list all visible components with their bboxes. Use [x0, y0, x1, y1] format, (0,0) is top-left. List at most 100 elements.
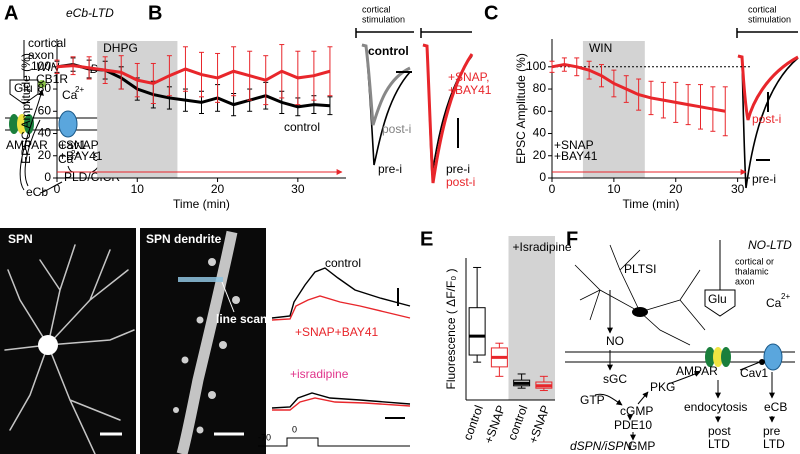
label: +SNAP, — [448, 70, 489, 84]
annotation: +BAY41 — [554, 149, 598, 163]
shape — [637, 391, 649, 405]
label: line scan — [216, 312, 267, 326]
panel-f: F NO-LTD PLTSI cortical or thalamic axon… — [565, 228, 795, 453]
label: thalamic — [735, 266, 769, 276]
annotation: +SNAP — [59, 138, 99, 152]
legend-label: control — [284, 120, 320, 134]
y-axis-title: EPSC Amplitude (%) — [514, 53, 528, 164]
label: post-i — [752, 112, 781, 126]
label: Cav1 — [58, 138, 86, 152]
label: eCb — [26, 185, 48, 199]
label: pre-i — [752, 172, 776, 186]
label: cortical or — [735, 256, 774, 266]
soma — [38, 335, 58, 355]
panel-letter: A — [4, 2, 18, 24]
protocol — [258, 437, 410, 447]
y-tick-label: 20 — [533, 148, 547, 162]
y-tick-label: 40 — [533, 126, 547, 140]
y-tick-label: 0 — [539, 170, 546, 184]
box — [468, 307, 486, 356]
label: PDE10 — [614, 418, 652, 432]
label: axon — [28, 48, 54, 62]
trace — [361, 43, 411, 126]
x-tick-label: 20 — [211, 182, 225, 196]
dendrite — [176, 230, 238, 454]
pointer — [221, 281, 235, 313]
spine — [232, 296, 240, 304]
panel-b: B cortical stimulation control post-i pr… — [148, 2, 492, 189]
stim-bar — [355, 28, 472, 38]
y-tick-label: 80 — [38, 81, 52, 95]
label: control — [368, 44, 409, 58]
y-tick-label: 100 — [31, 59, 51, 73]
label: NO — [606, 334, 624, 348]
cav1 — [58, 110, 78, 138]
inhibit — [759, 359, 765, 365]
y-tick-label: 60 — [533, 103, 547, 117]
label: post — [708, 424, 731, 438]
chart-title: +Isradipine — [513, 240, 572, 254]
panel-title: eCb-LTD — [66, 6, 114, 20]
label: 2+ — [75, 85, 84, 94]
label: Ca — [766, 296, 782, 310]
panel-letter: F — [566, 228, 578, 250]
ampar — [9, 114, 19, 134]
label: +isradipine — [290, 367, 349, 381]
trace — [737, 54, 799, 121]
label: PLTSI — [624, 262, 656, 276]
label: post-i — [382, 122, 411, 136]
micrograph — [0, 228, 136, 454]
panel-c: C cortical stimulation post-i pre-i — [484, 2, 799, 189]
label: +BAY41 — [448, 83, 492, 97]
label: 2+ — [781, 292, 790, 301]
shaded-region — [508, 236, 555, 400]
spines — [173, 258, 240, 434]
y-axis-title: EPSC Amplitude (%) — [19, 53, 33, 164]
neuron — [4, 244, 135, 454]
label: LTD — [763, 437, 785, 451]
label: Ca — [58, 152, 74, 166]
label: SPN dendrite — [146, 232, 222, 246]
label: -70 — [258, 432, 271, 442]
arrows — [594, 290, 775, 441]
shape — [4, 244, 135, 454]
x-tick-label: 0 — [549, 182, 556, 196]
y-axis-title: Fluorescence ( ΔF/F₀ ) — [444, 268, 458, 389]
panel-letter: E — [420, 228, 433, 250]
spine — [208, 391, 216, 399]
panel-letter: B — [148, 2, 162, 24]
shade-label: DHPG — [103, 41, 138, 55]
ampar — [24, 114, 34, 134]
y-tick-label: 0 — [44, 170, 51, 184]
x-tick-label: +SNAP — [481, 403, 508, 445]
series-line — [56, 64, 331, 86]
x-tick-label: 30 — [291, 182, 305, 196]
trace — [422, 43, 474, 184]
label: control — [325, 256, 361, 270]
panel-d: D SPN SPN dendrite line scan control +SN… — [0, 228, 411, 454]
x-axis-title: Time (min) — [623, 197, 680, 211]
trace — [271, 392, 411, 409]
shape — [667, 371, 701, 385]
x-tick-label: 20 — [669, 182, 683, 196]
ampar — [721, 347, 731, 367]
series-line — [551, 63, 726, 113]
spine — [219, 341, 227, 349]
label: sGC — [603, 372, 627, 386]
label: cortical — [748, 4, 777, 14]
shade-label: WIN — [589, 41, 612, 55]
shape — [594, 393, 623, 406]
shaded-region — [97, 41, 178, 178]
label: AMPAR — [6, 138, 48, 152]
shape — [574, 244, 706, 346]
line-scan — [178, 277, 223, 282]
label: eCB — [764, 400, 787, 414]
label: AMPAR — [676, 364, 718, 378]
panel-letter: C — [484, 2, 498, 24]
y-tick-label: 20 — [38, 148, 52, 162]
label: NO-LTD — [748, 238, 792, 252]
y-tick-label: 80 — [533, 81, 547, 95]
ampar — [705, 347, 715, 367]
